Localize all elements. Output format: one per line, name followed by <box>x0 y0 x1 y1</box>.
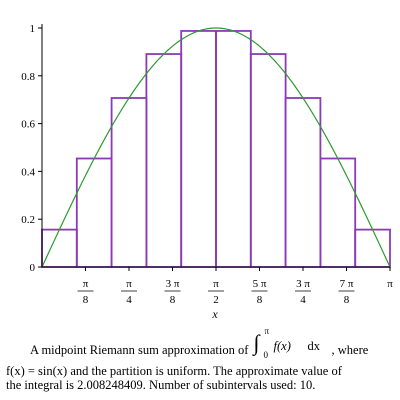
integral-upper-bound: π <box>264 326 270 336</box>
x-tick-label: π <box>387 278 393 290</box>
sine-curve <box>41 27 391 268</box>
y-tick-label: 0.6 <box>21 119 35 131</box>
integrand: f(x) <box>273 339 291 353</box>
x-tick-numerator: 7 π <box>340 278 354 290</box>
caption-line-2: f(x) = sin(x) and the partition is unifo… <box>6 364 342 378</box>
x-tick-numerator: π <box>387 278 393 290</box>
riemann-bar <box>75 157 113 268</box>
riemann-bar <box>180 30 217 268</box>
riemann-bar <box>354 228 391 268</box>
x-tick-numerator: π <box>83 278 89 290</box>
riemann-bar <box>249 53 287 268</box>
riemann-rectangles <box>41 30 391 268</box>
x-tick-denominator: 8 <box>170 294 176 306</box>
x-tick-denominator: 8 <box>257 294 263 306</box>
x-tick-label: π8 <box>77 278 94 306</box>
riemann-bar <box>215 30 252 268</box>
integral-expression: ∫ π 0 f(x) dx <box>252 327 332 360</box>
x-tick-denominator: 2 <box>213 294 219 306</box>
x-tick-label: π4 <box>120 278 137 306</box>
x-tick-numerator: π <box>213 278 219 290</box>
y-tick-label: 0 <box>30 262 36 274</box>
integral-lower-bound: 0 <box>263 350 269 360</box>
x-tick-numerator: 5 π <box>253 278 267 290</box>
riemann-bar <box>319 157 357 268</box>
caption-line-1: A midpoint Riemann sum approximation of … <box>30 327 369 360</box>
x-tick-label: 3 π4 <box>294 278 311 306</box>
x-tick-label: 5 π8 <box>251 278 268 306</box>
differential: dx <box>307 339 321 353</box>
x-tick-label: 7 π8 <box>338 278 355 306</box>
y-axis-ticks: 0 0.2 0.4 0.6 0.8 1 <box>21 23 42 274</box>
riemann-bar <box>110 97 148 268</box>
x-tick-denominator: 8 <box>83 294 89 306</box>
x-tick-denominator: 4 <box>126 294 132 306</box>
x-tick-label: π2 <box>207 278 224 306</box>
y-tick-label: 0.8 <box>21 71 35 83</box>
x-tick-numerator: 3 π <box>166 278 180 290</box>
x-tick-numerator: 3 π <box>296 278 310 290</box>
caption-line-3: the integral is 2.008248409. Number of s… <box>6 378 316 392</box>
caption-where: , where <box>331 343 369 357</box>
y-tick-label: 0.2 <box>21 214 35 226</box>
y-tick-label: 0.4 <box>21 166 35 178</box>
caption-intro-text: A midpoint Riemann sum approximation of <box>30 343 249 357</box>
x-axis-label: x <box>211 307 218 321</box>
x-tick-denominator: 4 <box>300 294 306 306</box>
x-tick-label: 3 π8 <box>164 278 181 306</box>
riemann-bar <box>284 97 322 268</box>
y-tick-label: 1 <box>30 23 36 35</box>
integral-sign: ∫ <box>253 330 260 355</box>
riemann-bar <box>41 228 78 268</box>
x-tick-denominator: 8 <box>344 294 350 306</box>
riemann-bar <box>145 53 183 268</box>
x-tick-numerator: π <box>126 278 132 290</box>
